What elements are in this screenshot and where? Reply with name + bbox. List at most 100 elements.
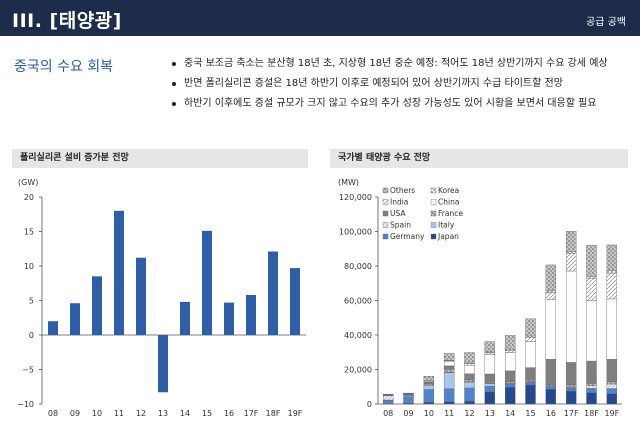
legend-label: Others	[390, 186, 415, 195]
section-label: 중국의 수요 회복	[14, 59, 114, 75]
legend-swatch	[382, 222, 389, 228]
stack-segment	[606, 381, 618, 385]
stack-segment	[525, 318, 536, 337]
stack-segment	[586, 300, 597, 362]
x-tick-label: 19F	[288, 409, 303, 418]
stack-segment	[423, 389, 435, 403]
stack-segment	[586, 360, 597, 384]
x-tick-label: 11	[114, 409, 124, 418]
stack-segment	[382, 395, 394, 401]
x-tick-label: 19F	[604, 409, 619, 418]
bullet-item: 중국 보조금 축소는 분산형 18년 초, 지상형 18년 중순 예정: 적어도…	[170, 54, 635, 74]
bar	[202, 230, 212, 335]
stack-segment	[545, 388, 557, 405]
legend-swatch	[430, 187, 437, 194]
x-tick-label: 09	[70, 409, 80, 418]
x-tick-label: 14	[505, 409, 515, 418]
bar	[290, 268, 300, 335]
stack-segment	[464, 364, 475, 375]
demand-stacked-bar-chart: (MW) 120,000 100,000 80,000 60,000 40,000 20,0…	[338, 178, 622, 418]
legend-swatch	[430, 199, 437, 205]
stack-segment	[504, 381, 516, 384]
legend-label: Korea	[438, 186, 459, 195]
stack-segment	[565, 253, 577, 272]
stack-segment	[423, 381, 435, 384]
y-tick-label: −10	[17, 400, 34, 409]
x-tick-label: 17F	[244, 409, 259, 418]
stack-segment	[423, 376, 435, 381]
stack-segment	[565, 270, 577, 363]
x-tick-label: 11	[444, 409, 454, 418]
stack-segment	[484, 352, 496, 355]
legend-label: China	[438, 198, 459, 207]
stack-segment	[464, 387, 475, 402]
stack-segment	[606, 393, 618, 405]
bullet-item: 반면 폴리실리콘 증설은 18년 하반기 이후로 예정되어 있어 상반기까지 수…	[170, 74, 635, 94]
stack-segment	[606, 298, 618, 360]
stack-segment	[443, 353, 455, 361]
stack-segment	[504, 335, 516, 350]
y-unit-label: (GW)	[18, 178, 38, 187]
y-tick-label: 0	[29, 331, 34, 340]
stack-segment	[504, 370, 516, 382]
stack-segment	[504, 383, 516, 388]
y-tick-label: 40,000	[344, 331, 372, 340]
stack-segment	[545, 299, 557, 360]
stack-segment	[606, 383, 618, 389]
y-tick-label: 15	[24, 228, 34, 237]
y-tick-label: 60,000	[344, 297, 372, 306]
left-chart-title: 폴리실리콘 설비 증가분 전망	[12, 149, 308, 168]
header-tag: 공급 공백	[586, 17, 626, 28]
x-tick-label: 13	[485, 409, 495, 418]
x-tick-label: 08	[383, 409, 393, 418]
legend-swatch	[382, 210, 389, 217]
stack-segment	[606, 244, 618, 272]
stack-segment	[565, 251, 577, 254]
stack-segment	[545, 386, 557, 390]
stack-segment	[586, 385, 597, 389]
right-chart-title: 국가별 태양광 수요 전망	[330, 149, 628, 168]
x-tick-label: 18F	[266, 409, 281, 418]
y-tick-label: −5	[22, 366, 34, 375]
y-tick-label: 80,000	[344, 262, 372, 271]
bar	[70, 303, 80, 335]
stack-segment	[464, 352, 475, 364]
stack-segment	[403, 396, 414, 404]
stack-segment	[586, 244, 597, 277]
legend-label: Japan	[437, 232, 459, 241]
y-tick-label: 20,000	[344, 366, 372, 375]
legend-swatch	[430, 233, 437, 240]
stack-segment	[586, 388, 597, 393]
stack-segment	[484, 341, 496, 353]
stack-segment	[484, 373, 496, 383]
stack-segment	[545, 264, 557, 292]
bar	[268, 251, 278, 335]
stack-segment	[504, 350, 516, 353]
y-tick-label: 10	[24, 262, 34, 271]
x-tick-label: 08	[48, 409, 58, 418]
stack-segment	[525, 384, 536, 405]
legend-swatch	[430, 210, 437, 217]
stack-segment	[464, 373, 475, 380]
stack-segment	[565, 387, 577, 392]
stack-segment	[443, 368, 455, 373]
x-tick-label: 10	[424, 409, 434, 418]
stack-segment	[525, 379, 536, 382]
stack-segment	[484, 386, 496, 393]
stack-segment	[606, 389, 618, 394]
capacity-bar-chart: (GW) 20 15 10 5 0 −5 −10 08 09 10 11 12 13 14 15 16 17F 18…	[17, 178, 306, 418]
stack-segment	[545, 359, 557, 385]
stack-segment	[443, 388, 455, 402]
stack-segment	[545, 292, 557, 301]
x-tick-label: 16	[546, 409, 556, 418]
legend-label: Germany	[390, 232, 425, 241]
stack-segment	[443, 361, 455, 367]
stack-segment	[484, 391, 496, 405]
y-tick-label: 5	[29, 297, 34, 306]
x-tick-label: 09	[403, 409, 413, 418]
bar	[136, 257, 146, 335]
x-tick-label: 15	[525, 409, 535, 418]
x-tick-label: 18F	[584, 409, 599, 418]
stack-segment	[443, 401, 455, 405]
page-title: III. [태양광]	[12, 10, 122, 32]
